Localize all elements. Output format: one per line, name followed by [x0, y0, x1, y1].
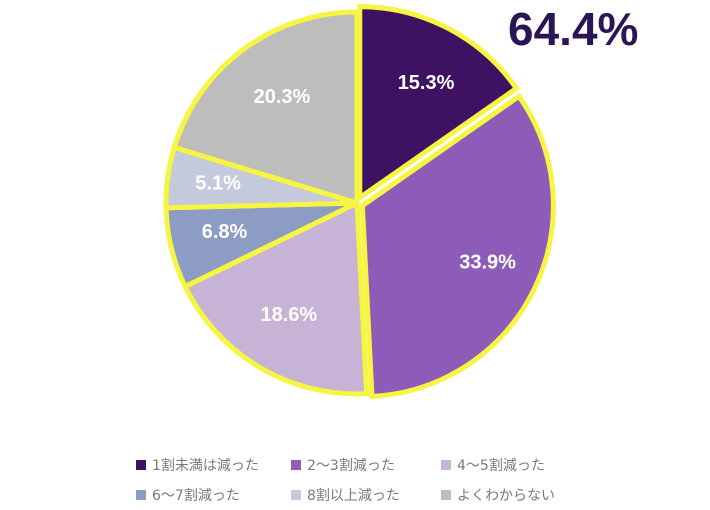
legend-swatch [291, 460, 301, 470]
legend-label: 6～7割減った [152, 488, 240, 504]
legend-item-2: 2～3割減った [291, 455, 441, 475]
pie-slice-3 [181, 199, 370, 397]
slice-value-label-5: 5.1% [195, 172, 241, 194]
slice-value-label-1: 15.3% [398, 72, 455, 94]
legend-label: 2～3割減った [307, 458, 395, 474]
legend-item-5: 8割以上減った [291, 485, 441, 505]
legend-row: 6～7割減った 8割以上減った よくわからない [136, 480, 696, 510]
legend-swatch [136, 490, 146, 500]
headline-percentage: 64.4% [508, 3, 639, 55]
legend-swatch [136, 460, 146, 470]
legend-swatch [441, 490, 451, 500]
legend-row: 1割未満は減った 2～3割減った 4～5割減った [136, 450, 696, 480]
legend: 1割未満は減った 2～3割減った 4～5割減った 6～7割減った 8割以上減った… [136, 450, 696, 510]
slice-value-label-4: 6.8% [202, 221, 248, 243]
pie-slice-1 [357, 4, 520, 203]
legend-item-1: 1割未満は減った [136, 455, 291, 475]
legend-swatch [291, 490, 301, 500]
pie-slice-6 [171, 9, 360, 207]
pie-chart: 15.3% 33.9% 18.6% 6.8% 5.1% 20.3% [163, 4, 556, 400]
legend-label: 4～5割減った [457, 458, 545, 474]
legend-item-4: 6～7割減った [136, 485, 291, 505]
pie-slice-2 [359, 92, 556, 400]
legend-swatch [441, 460, 451, 470]
pie-labels: 15.3% 33.9% 18.6% 6.8% 5.1% 20.3% [195, 72, 516, 326]
legend-item-3: 4～5割減った [441, 455, 596, 475]
legend-label: よくわからない [457, 488, 555, 504]
slice-value-label-6: 20.3% [254, 86, 311, 108]
legend-item-6: よくわからない [441, 485, 596, 505]
slice-value-label-2: 33.9% [459, 251, 516, 273]
slice-value-label-3: 18.6% [260, 304, 317, 326]
legend-label: 8割以上減った [307, 488, 400, 504]
legend-label: 1割未満は減った [152, 458, 259, 474]
pie-slices [163, 4, 556, 400]
